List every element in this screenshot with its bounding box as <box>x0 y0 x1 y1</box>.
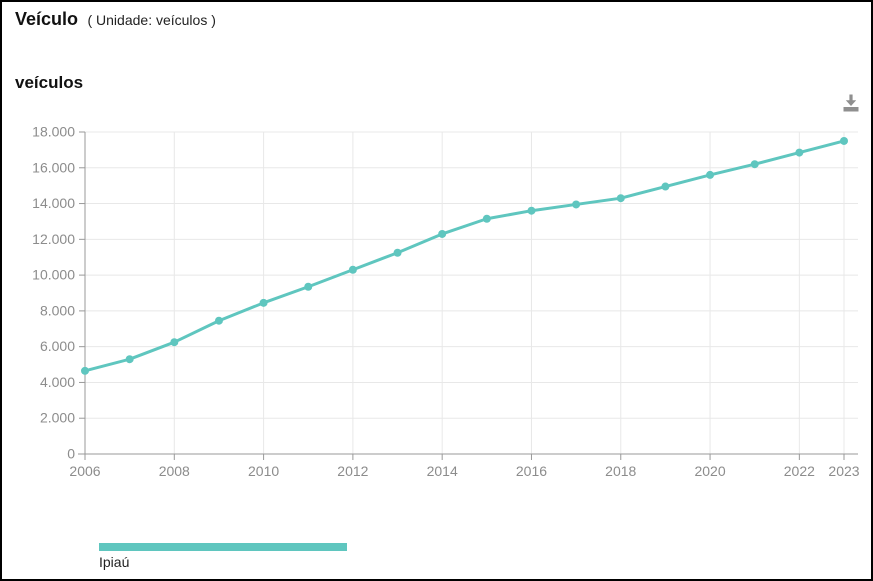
svg-text:2008: 2008 <box>159 463 190 479</box>
svg-text:14.000: 14.000 <box>32 195 75 211</box>
svg-text:0: 0 <box>67 446 75 462</box>
svg-text:2016: 2016 <box>516 463 547 479</box>
legend-label: Ipiaú <box>99 554 130 570</box>
chart-title: veículos <box>15 73 84 92</box>
svg-text:12.000: 12.000 <box>32 231 75 247</box>
svg-text:2023: 2023 <box>828 463 859 479</box>
page-title: Veículo <box>15 9 79 29</box>
svg-text:2018: 2018 <box>605 463 636 479</box>
svg-text:2020: 2020 <box>694 463 725 479</box>
svg-text:2012: 2012 <box>337 463 368 479</box>
svg-text:18.000: 18.000 <box>32 124 75 140</box>
legend: Ipiaú <box>99 543 347 570</box>
svg-text:6.000: 6.000 <box>40 338 75 354</box>
header: Veículo ( Unidade: veículos ) <box>15 9 216 30</box>
svg-text:16.000: 16.000 <box>32 159 75 175</box>
download-icon[interactable] <box>841 93 861 113</box>
legend-swatch <box>99 543 347 551</box>
line-chart: 0 2.000 4.000 6.000 8.000 10.000 12.000 14.000 1… <box>32 124 860 480</box>
svg-text:8.000: 8.000 <box>40 302 75 318</box>
svg-text:2022: 2022 <box>784 463 815 479</box>
svg-text:2006: 2006 <box>69 463 100 479</box>
svg-text:2.000: 2.000 <box>40 410 75 426</box>
unit-label: ( Unidade: veículos ) <box>87 12 216 28</box>
svg-text:2014: 2014 <box>427 463 458 479</box>
svg-text:2010: 2010 <box>248 463 279 479</box>
svg-text:4.000: 4.000 <box>40 374 75 390</box>
legend-item-ipiau[interactable]: Ipiaú <box>99 543 347 570</box>
svg-text:10.000: 10.000 <box>32 267 75 283</box>
